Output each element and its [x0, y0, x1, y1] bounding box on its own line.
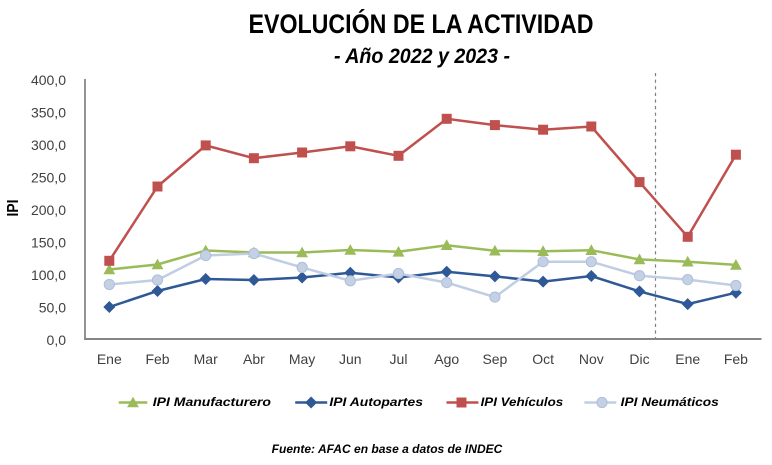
svg-text:100,0: 100,0 — [31, 267, 66, 283]
svg-text:Dic: Dic — [629, 351, 649, 367]
svg-text:IPI Vehículos: IPI Vehículos — [481, 395, 564, 409]
svg-text:Sep: Sep — [482, 351, 507, 367]
svg-text:Jun: Jun — [339, 351, 362, 367]
svg-text:50,0: 50,0 — [39, 300, 66, 316]
svg-text:IPI Autopartes: IPI Autopartes — [329, 395, 423, 409]
svg-text:Jul: Jul — [390, 351, 408, 367]
svg-text:IPI Manufacturero: IPI Manufacturero — [153, 395, 271, 409]
svg-text:May: May — [289, 351, 315, 367]
svg-text:- Año 2022 y 2023 -: - Año 2022 y 2023 - — [334, 45, 510, 68]
svg-text:Ene: Ene — [675, 351, 700, 367]
svg-text:400,0: 400,0 — [31, 72, 66, 88]
svg-text:IPI Neumáticos: IPI Neumáticos — [621, 395, 719, 409]
svg-text:150,0: 150,0 — [31, 235, 66, 251]
svg-text:350,0: 350,0 — [31, 105, 66, 121]
svg-text:Fuente: AFAC en base a datos d: Fuente: AFAC en base a datos de INDEC — [272, 442, 503, 456]
svg-text:300,0: 300,0 — [31, 137, 66, 153]
svg-text:IPI: IPI — [5, 200, 22, 217]
svg-text:Abr: Abr — [243, 351, 265, 367]
svg-text:Oct: Oct — [532, 351, 554, 367]
svg-text:Ene: Ene — [97, 351, 122, 367]
svg-text:Feb: Feb — [145, 351, 169, 367]
svg-text:EVOLUCIÓN DE LA ACTIVIDAD: EVOLUCIÓN DE LA ACTIVIDAD — [249, 8, 594, 39]
svg-text:250,0: 250,0 — [31, 170, 66, 186]
svg-text:200,0: 200,0 — [31, 202, 66, 218]
svg-text:Ago: Ago — [434, 351, 459, 367]
svg-text:Nov: Nov — [579, 351, 604, 367]
svg-text:0,0: 0,0 — [47, 332, 67, 348]
svg-text:Feb: Feb — [724, 351, 748, 367]
svg-text:Mar: Mar — [194, 351, 218, 367]
